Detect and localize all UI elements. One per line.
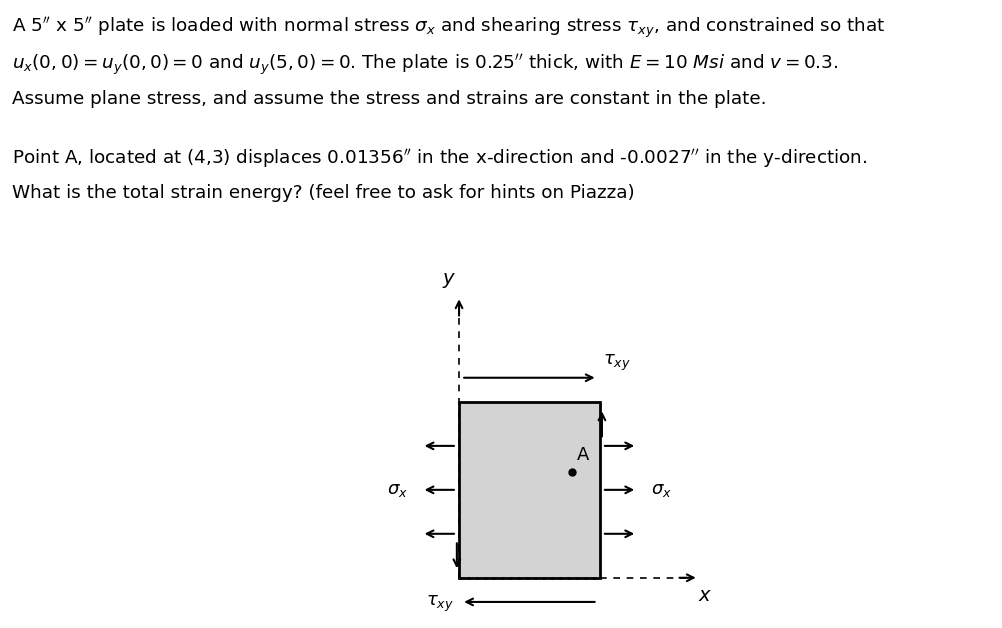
Text: $y$: $y$ — [442, 271, 456, 290]
Text: Assume plane stress, and assume the stress and strains are constant in the plate: Assume plane stress, and assume the stre… — [12, 90, 766, 108]
Text: $u_x(0,0) = u_y(0,0) = 0$ and $u_y(5,0) = 0$. The plate is 0.25$^{\prime\prime}$: $u_x(0,0) = u_y(0,0) = 0$ and $u_y(5,0) … — [12, 53, 838, 78]
Text: $\tau_{xy}$: $\tau_{xy}$ — [426, 594, 453, 614]
Text: $x$: $x$ — [697, 586, 711, 605]
Text: Point A, located at (4,3) displaces 0.01356$^{\prime\prime}$ in the x-direction : Point A, located at (4,3) displaces 0.01… — [12, 147, 867, 170]
Text: What is the total strain energy? (feel free to ask for hints on Piazza): What is the total strain energy? (feel f… — [12, 184, 634, 202]
Polygon shape — [459, 402, 599, 578]
Text: A 5$^{\prime\prime}$ x 5$^{\prime\prime}$ plate is loaded with normal stress $\s: A 5$^{\prime\prime}$ x 5$^{\prime\prime}… — [12, 16, 885, 41]
Text: $\tau_{xy}$: $\tau_{xy}$ — [602, 353, 630, 373]
Text: A: A — [576, 447, 588, 464]
Text: $\sigma_x$: $\sigma_x$ — [650, 481, 671, 499]
Text: $\sigma_x$: $\sigma_x$ — [387, 481, 408, 499]
